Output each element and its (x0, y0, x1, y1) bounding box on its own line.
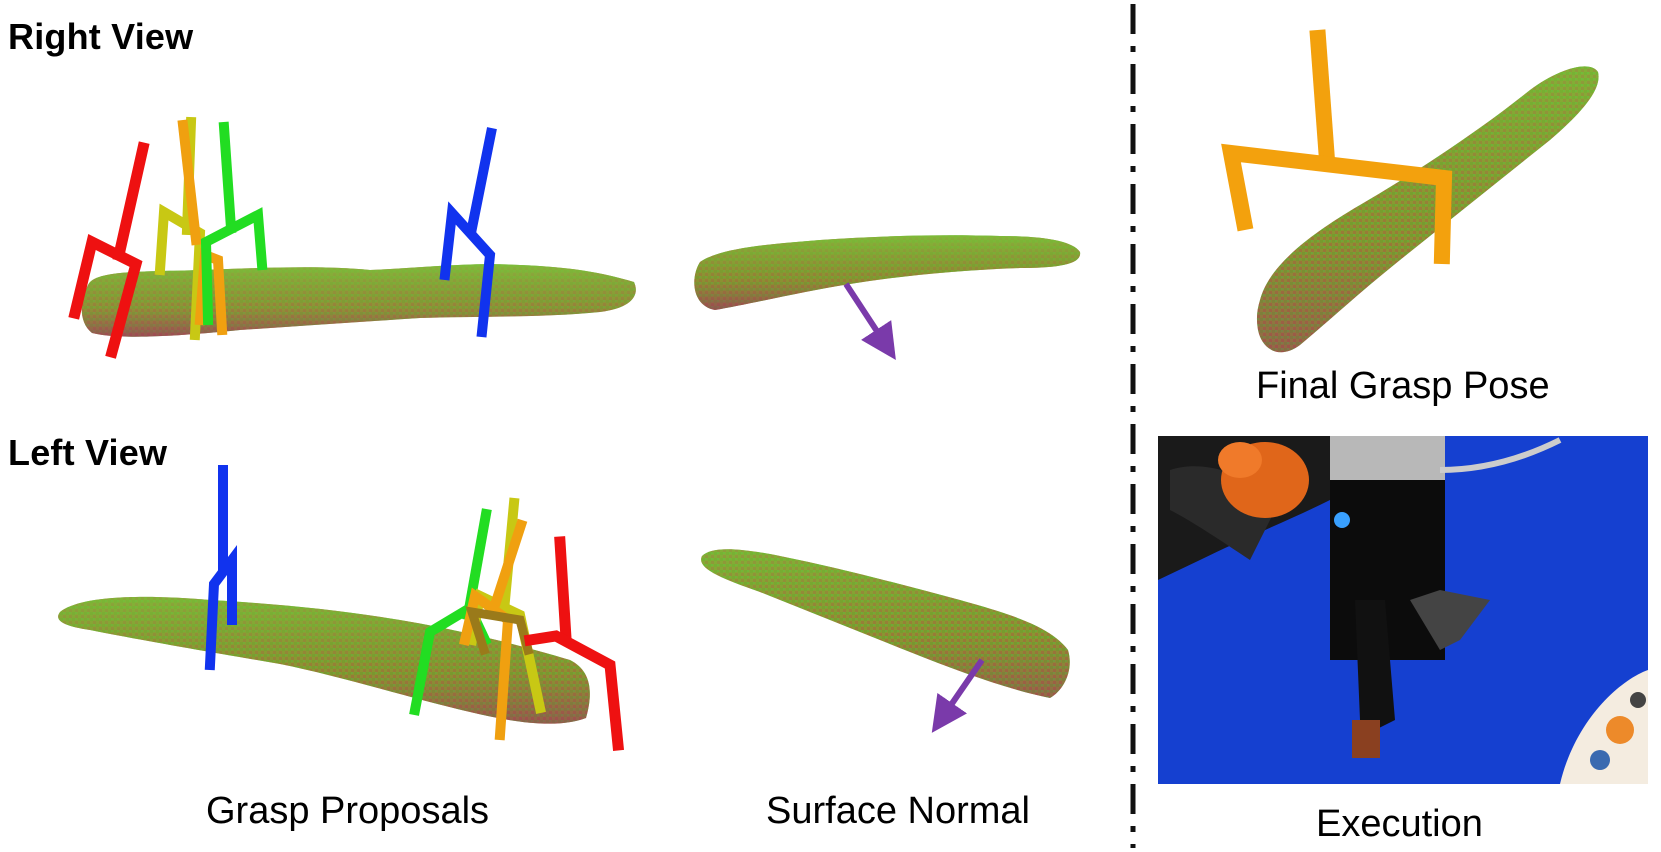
left-grasp-proposals-panel (58, 465, 625, 752)
left-blue-gripper (204, 465, 237, 671)
right-normal-arrow (843, 282, 896, 361)
final-gripper (1221, 29, 1453, 265)
caption-final-grasp-pose: Final Grasp Pose (1256, 365, 1550, 407)
caption-surface-normal: Surface Normal (766, 790, 1030, 832)
caption-execution: Execution (1316, 803, 1483, 845)
right-view-title: Right View (8, 16, 194, 57)
execution-photo (1158, 436, 1648, 784)
left-view-title: Left View (8, 432, 168, 473)
caption-grasp-proposals: Grasp Proposals (206, 790, 490, 832)
red-gripper (68, 141, 150, 359)
left-red-gripper (523, 536, 625, 752)
right-surface-normal-panel (694, 235, 1081, 361)
right-grasp-proposals-panel (68, 116, 636, 359)
left-olive-gripper (465, 606, 534, 656)
left-surface-normal-panel (701, 549, 1070, 733)
final-grasp-pose-panel (1221, 29, 1599, 353)
blue-gripper (439, 127, 497, 338)
left-normal-arrow (931, 658, 985, 733)
green-gripper (200, 121, 268, 326)
